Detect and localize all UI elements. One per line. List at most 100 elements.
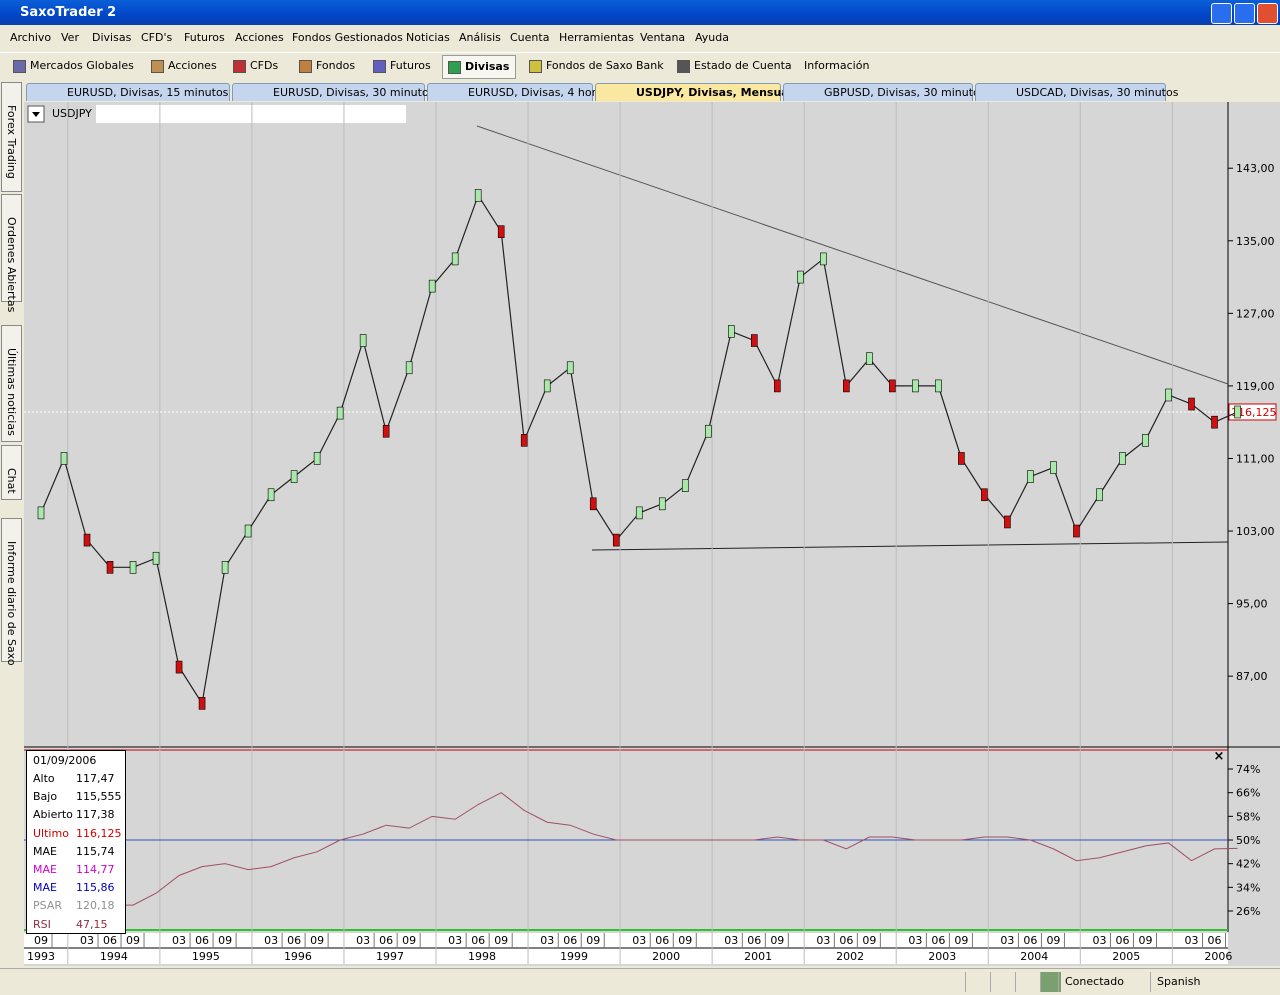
info-value: 120,18 <box>76 899 115 913</box>
month-label: 03 <box>540 934 554 947</box>
menu-item[interactable]: Ventana <box>640 31 686 44</box>
rsi-tick-label: 42% <box>1236 858 1260 871</box>
maximize-button[interactable] <box>1234 3 1255 24</box>
price-candle <box>83 533 91 547</box>
side-tab[interactable]: Últimas noticias <box>1 325 22 442</box>
year-label: 2004 <box>1020 950 1048 963</box>
status-icon <box>965 972 992 992</box>
side-tab-label: Informe diario de Saxo <box>5 541 18 666</box>
tab-bar: EURUSD, Divisas, 15 minutos EURUSD, Divis… <box>22 82 1278 102</box>
month-label: 09 <box>1138 934 1152 947</box>
month-label: 09 <box>494 934 508 947</box>
price-candle <box>912 379 919 393</box>
year-label: 2003 <box>928 950 956 963</box>
info-value: 115,86 <box>76 881 115 895</box>
toolbar-icon <box>529 60 542 73</box>
window-title: SaxoTrader 2 <box>20 5 117 20</box>
menu-item[interactable]: CFD's <box>141 31 173 44</box>
toolbar-button[interactable]: Acciones <box>146 57 223 75</box>
toolbar-button[interactable]: Información <box>804 59 870 72</box>
menu-item[interactable]: Fondos Gestionados <box>292 31 403 44</box>
price-candle <box>1050 461 1057 474</box>
month-label: 09 <box>770 934 784 947</box>
month-label: 09 <box>586 934 600 947</box>
price-candle <box>1004 515 1011 529</box>
y-tick-label: 111,00 <box>1236 452 1275 465</box>
price-candle <box>382 424 390 438</box>
menu-item[interactable]: Acciones <box>235 31 284 44</box>
y-tick-label: 87,00 <box>1236 670 1268 683</box>
info-value: 115,74 <box>76 844 115 858</box>
price-candle <box>60 452 68 465</box>
year-label: 1994 <box>100 950 128 963</box>
chart-tab[interactable]: GBPUSD, Divisas, 30 minutos <box>783 83 985 101</box>
price-candle <box>866 352 873 365</box>
price-candle <box>612 533 620 547</box>
menu-item[interactable]: Ver <box>61 31 79 44</box>
toolbar-button[interactable]: Fondos <box>294 57 361 75</box>
y-tick-label: 127,00 <box>1236 307 1275 320</box>
menu-item[interactable]: Análisis <box>459 31 501 44</box>
price-candle <box>1096 488 1103 502</box>
side-tab[interactable]: Chat <box>1 445 22 500</box>
price-candle <box>428 279 436 293</box>
rsi-tick-label: 26% <box>1236 905 1260 918</box>
toolbar-button[interactable]: CFDs <box>228 57 284 75</box>
price-candle <box>244 524 252 538</box>
info-value: 114,77 <box>76 863 115 876</box>
side-tab[interactable]: Ordenes Abiertas <box>1 194 22 312</box>
month-label: 06 <box>287 934 301 947</box>
price-candle <box>658 497 666 511</box>
month-label: 03 <box>908 934 922 947</box>
menu-item[interactable]: Archivo <box>10 31 52 44</box>
toolbar-button[interactable]: Mercados Globales <box>8 57 140 75</box>
side-panel: Forex Trading Ordenes Abiertas Últimas not… <box>0 80 22 960</box>
chart-tab[interactable]: USDJPY, Divisas, Mensual <box>595 83 792 101</box>
info-value: 47,15 <box>76 917 108 931</box>
year-label: 1995 <box>192 950 220 963</box>
minimize-button[interactable] <box>1211 3 1232 24</box>
price-candle <box>1142 434 1149 447</box>
side-tab-label: Chat <box>5 468 18 494</box>
menu-item[interactable]: Futuros <box>184 31 225 44</box>
side-tab[interactable]: Forex Trading <box>1 82 22 192</box>
toolbar-button[interactable]: Futuros <box>368 57 437 75</box>
month-label: 06 <box>103 934 117 947</box>
price-candle <box>935 379 942 393</box>
menu-item[interactable]: Herramientas <box>559 31 634 44</box>
toolbar-icon <box>233 60 246 73</box>
menu-item[interactable]: Noticias <box>406 31 450 44</box>
price-candle <box>1119 452 1126 465</box>
price-candle <box>1234 405 1241 419</box>
status-bar: Conectado Spanish <box>0 968 1280 995</box>
close-button[interactable] <box>1257 3 1278 24</box>
rsi-tick-label: 66% <box>1236 787 1260 800</box>
month-label: 09 <box>862 934 876 947</box>
month-label: 03 <box>1185 934 1199 947</box>
price-candle <box>1073 524 1080 538</box>
side-tab[interactable]: Informe diario de Saxo <box>1 518 22 666</box>
chart-tab[interactable]: EURUSD, Divisas, 4 horas <box>427 83 609 101</box>
month-label: 09 <box>954 934 968 947</box>
dropdown-arrow <box>32 112 40 117</box>
toolbar-button[interactable]: Estado de Cuenta <box>672 57 798 75</box>
month-label: 03 <box>632 934 646 947</box>
side-tab-label: Ordenes Abiertas <box>5 217 18 313</box>
close-pane-button[interactable]: × <box>1214 749 1225 764</box>
menu-item[interactable]: Divisas <box>92 31 132 44</box>
menu-item[interactable]: Cuenta <box>510 31 550 44</box>
menu-item[interactable]: Ayuda <box>695 31 729 44</box>
rsi-tick-label: 58% <box>1236 810 1260 823</box>
toolbar-button[interactable]: Fondos de Saxo Bank <box>524 57 670 75</box>
toolbar-button[interactable]: Divisas <box>442 55 517 79</box>
trend-line <box>591 541 1229 551</box>
y-tick-label: 95,00 <box>1236 598 1268 611</box>
symbol-box[interactable] <box>96 105 406 123</box>
chart-tab[interactable]: EURUSD, Divisas, 15 minutos <box>26 83 230 101</box>
title-bar: SaxoTrader 2 <box>0 0 1280 25</box>
chart-tab[interactable]: EURUSD, Divisas, 30 minutos <box>232 83 434 101</box>
rsi-tick-label: 50% <box>1236 834 1260 847</box>
info-label: PSAR <box>33 899 62 913</box>
chart-tab[interactable]: USDCAD, Divisas, 30 minutos <box>975 83 1178 101</box>
info-panel: 01/09/2006 Alto 117,47 Bajo 115,555 Abierto 11… <box>26 750 126 934</box>
